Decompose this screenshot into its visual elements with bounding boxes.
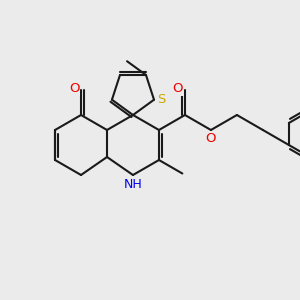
Text: S: S xyxy=(157,93,165,106)
Text: O: O xyxy=(206,133,216,146)
Text: O: O xyxy=(69,82,79,95)
Text: O: O xyxy=(173,82,183,95)
Text: NH: NH xyxy=(124,178,142,191)
